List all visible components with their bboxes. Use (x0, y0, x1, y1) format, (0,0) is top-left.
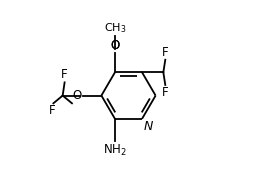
Text: CH$_3$: CH$_3$ (104, 21, 126, 35)
Text: N: N (144, 120, 153, 133)
Text: F: F (162, 46, 169, 59)
Text: O: O (73, 89, 82, 102)
Text: F: F (49, 104, 56, 117)
Text: F: F (162, 86, 169, 99)
Text: O: O (110, 39, 120, 52)
Text: O: O (110, 39, 120, 52)
Text: F: F (61, 68, 68, 82)
Text: NH$_2$: NH$_2$ (103, 143, 127, 158)
